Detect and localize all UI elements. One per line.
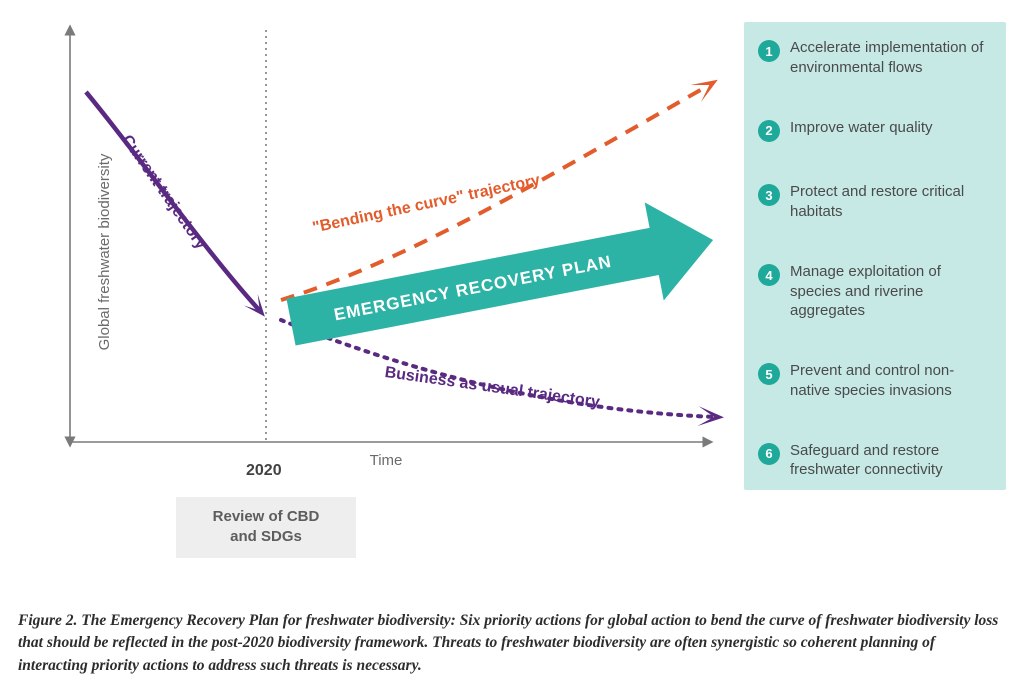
review-line2: and SDGs	[184, 527, 348, 547]
panel-text: Safeguard and restore freshwater connect…	[790, 441, 992, 480]
bending-arrowhead	[690, 71, 723, 102]
panel-badge: 5	[758, 363, 780, 385]
panel-text: Prevent and control non-native species i…	[790, 361, 992, 400]
panel-badge: 2	[758, 120, 780, 142]
panel-item: 4 Manage exploitation of species and riv…	[758, 262, 992, 321]
panel-text: Manage exploitation of species and river…	[790, 262, 992, 321]
panel-item: 5 Prevent and control non-native species…	[758, 361, 992, 400]
panel-text: Protect and restore critical habitats	[790, 182, 992, 221]
panel-item: 2 Improve water quality	[758, 118, 992, 142]
panel-item: 3 Protect and restore critical habitats	[758, 182, 992, 221]
priority-actions-panel: 1 Accelerate implementation of environme…	[744, 22, 1006, 490]
y-axis-label: Global freshwater biodiversity	[96, 154, 113, 351]
panel-item: 1 Accelerate implementation of environme…	[758, 38, 992, 77]
panel-badge: 3	[758, 184, 780, 206]
panel-badge: 4	[758, 264, 780, 286]
review-box: Review of CBD and SDGs	[176, 497, 356, 558]
divider-year-label: 2020	[246, 462, 282, 480]
review-line1: Review of CBD	[184, 507, 348, 527]
chart-svg: EMERGENCY RECOVERY PLAN	[56, 22, 716, 482]
panel-item: 6 Safeguard and restore freshwater conne…	[758, 441, 992, 480]
figure-container: Global freshwater biodiversity	[0, 0, 1024, 689]
panel-text: Accelerate implementation of environment…	[790, 38, 992, 77]
figure-caption: Figure 2. The Emergency Recovery Plan fo…	[18, 610, 1006, 677]
panel-badge: 1	[758, 40, 780, 62]
panel-text: Improve water quality	[790, 118, 933, 138]
panel-badge: 6	[758, 443, 780, 465]
chart-area: Global freshwater biodiversity	[56, 22, 716, 482]
x-axis-label: Time	[56, 452, 716, 469]
